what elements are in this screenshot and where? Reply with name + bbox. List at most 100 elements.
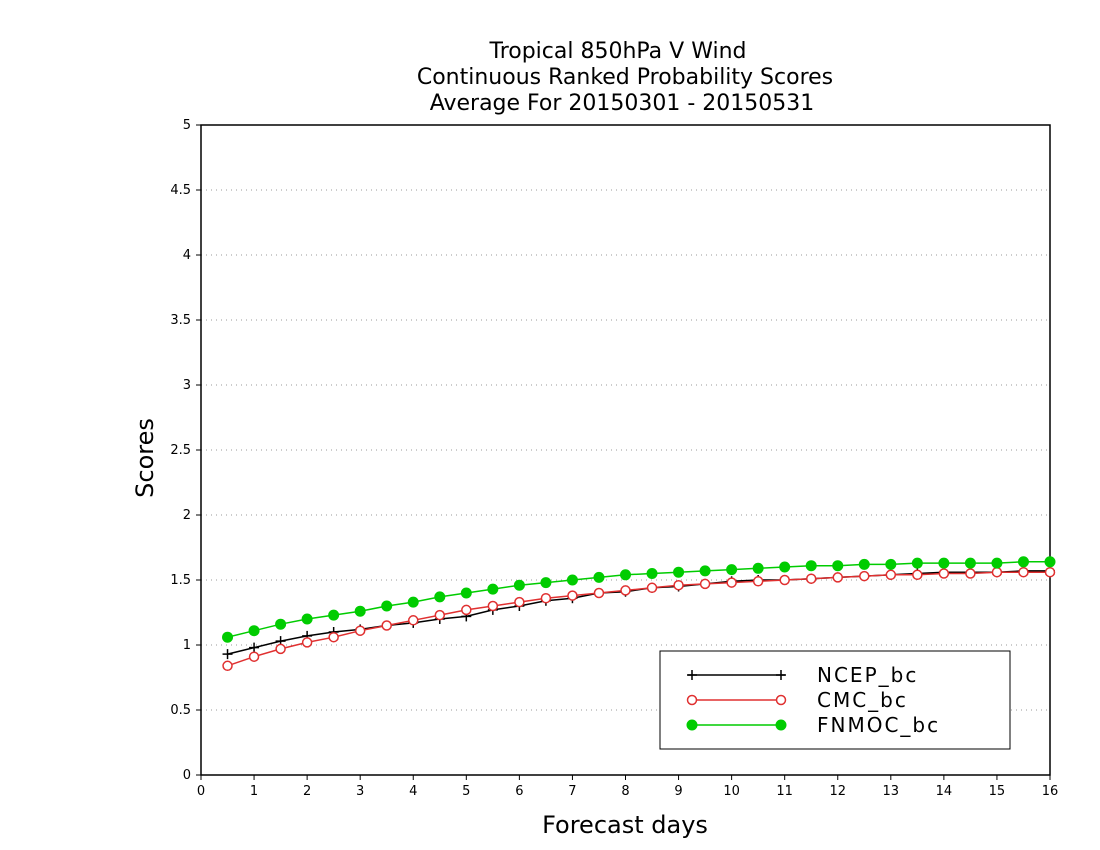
data-point-FNMOC_bc-13 (566, 574, 578, 586)
legend-marker-start-CMC_bc (686, 694, 698, 706)
data-point-FNMOC_bc-12 (540, 577, 552, 589)
data-point-CMC_bc-19 (726, 577, 737, 588)
data-point-CMC_bc-25 (885, 569, 897, 581)
legend-entry-FNMOC_bc: FNMOC_bc (686, 713, 940, 737)
y-tick-label-2: 1 (183, 638, 191, 653)
y-tick-label-1: 0.5 (170, 703, 191, 718)
x-tick-label-16: 16 (1042, 784, 1059, 799)
data-point-FNMOC_bc-28 (964, 557, 976, 569)
y-tick-label-3: 1.5 (170, 573, 191, 588)
x-tick-label-5: 5 (462, 784, 470, 799)
data-point-FNMOC_bc-20 (752, 562, 764, 574)
data-point-NCEP_bc-1 (249, 642, 260, 653)
data-point-FNMOC_bc-6 (381, 600, 393, 612)
x-tick-label-8: 8 (621, 784, 629, 799)
y-tick-label-8: 4 (183, 248, 191, 263)
x-tick-label-7: 7 (568, 784, 576, 799)
data-point-CMC_bc-23 (832, 572, 843, 583)
data-point-CMC_bc-24 (859, 570, 870, 582)
x-tick-label-13: 13 (883, 784, 900, 799)
chart-title-line-1: Tropical 850hPa V Wind (488, 39, 746, 64)
data-point-FNMOC_bc-9 (460, 587, 472, 599)
x-tick-label-1: 1 (250, 784, 258, 799)
y-tick-label-7: 3.5 (170, 313, 191, 328)
x-tick-label-3: 3 (356, 784, 364, 799)
data-point-CMC_bc-0 (222, 660, 233, 672)
legend-marker-end-NCEP_bc (776, 670, 786, 680)
x-tick-label-12: 12 (829, 784, 846, 799)
x-tick-label-2: 2 (303, 784, 311, 799)
data-point-FNMOC_bc-29 (991, 557, 1003, 569)
data-point-CMC_bc-15 (620, 585, 631, 596)
data-point-FNMOC_bc-7 (407, 596, 419, 608)
data-point-CMC_bc-26 (912, 569, 923, 581)
data-point-FNMOC_bc-2 (275, 618, 287, 630)
data-point-CMC_bc-14 (593, 587, 605, 599)
x-axis-label: Forecast days (542, 811, 708, 839)
axis-ticks: 00.511.522.533.544.550 1 2 3 4 5 6 7 8 9 10 11 12 13 1… (170, 118, 1058, 799)
legend-label-FNMOC_bc: FNMOC_bc (817, 713, 940, 737)
series-CMC_bc (222, 566, 1056, 672)
data-point-CMC_bc-17 (673, 579, 684, 591)
x-tick-label-10: 10 (723, 784, 740, 799)
data-point-CMC_bc-10 (487, 600, 499, 612)
data-point-FNMOC_bc-11 (513, 579, 525, 591)
data-point-CMC_bc-30 (1018, 566, 1029, 578)
data-point-NCEP_bc-0 (222, 649, 233, 660)
data-point-CMC_bc-11 (514, 596, 525, 608)
data-point-FNMOC_bc-8 (434, 591, 446, 603)
data-point-FNMOC_bc-15 (620, 569, 631, 581)
data-point-CMC_bc-3 (301, 637, 313, 648)
data-point-FNMOC_bc-30 (1017, 556, 1029, 568)
legend-marker-end-FNMOC_bc (775, 719, 787, 731)
data-point-FNMOC_bc-31 (1044, 556, 1056, 568)
data-point-FNMOC_bc-19 (726, 564, 738, 576)
data-point-CMC_bc-28 (965, 568, 976, 579)
legend-entry-CMC_bc: CMC_bc (686, 688, 908, 712)
data-point-CMC_bc-6 (381, 620, 392, 631)
y-tick-label-0: 0 (183, 768, 191, 783)
data-point-FNMOC_bc-23 (832, 560, 844, 572)
data-point-CMC_bc-20 (752, 576, 764, 587)
data-point-FNMOC_bc-18 (699, 565, 711, 577)
data-point-CMC_bc-2 (275, 643, 286, 655)
chart-title-line-3: Average For 20150301 - 20150531 (430, 91, 815, 116)
series-group (222, 556, 1056, 672)
data-point-FNMOC_bc-0 (222, 631, 234, 643)
data-point-FNMOC_bc-27 (938, 557, 950, 569)
legend-label-CMC_bc: CMC_bc (817, 688, 908, 712)
data-point-FNMOC_bc-5 (354, 605, 366, 617)
y-tick-label-6: 3 (183, 378, 191, 393)
data-point-FNMOC_bc-14 (593, 571, 605, 583)
data-point-FNMOC_bc-25 (885, 558, 897, 570)
x-tick-label-15: 15 (989, 784, 1006, 799)
y-tick-label-5: 2.5 (170, 443, 191, 458)
x-tick-label-6: 6 (515, 784, 523, 799)
x-tick-label-9: 9 (674, 784, 682, 799)
data-point-CMC_bc-9 (461, 604, 472, 616)
data-point-FNMOC_bc-26 (911, 557, 923, 569)
y-axis-label: Scores (131, 418, 159, 498)
x-tick-label-4: 4 (409, 784, 417, 799)
data-point-CMC_bc-31 (1044, 566, 1056, 578)
data-point-FNMOC_bc-10 (487, 583, 499, 595)
data-point-FNMOC_bc-3 (301, 613, 313, 625)
data-point-FNMOC_bc-24 (858, 558, 870, 570)
gridlines (201, 189, 1050, 711)
data-point-CMC_bc-29 (991, 566, 1003, 578)
x-tick-label-14: 14 (936, 784, 953, 799)
data-point-CMC_bc-5 (354, 625, 366, 636)
legend-marker-end-CMC_bc (775, 694, 787, 706)
data-point-CMC_bc-18 (699, 578, 711, 590)
y-tick-label-9: 4.5 (170, 183, 191, 198)
data-point-FNMOC_bc-21 (779, 561, 791, 573)
data-point-CMC_bc-1 (248, 651, 260, 662)
y-tick-label-10: 5 (183, 118, 191, 133)
y-tick-label-4: 2 (183, 508, 191, 523)
data-point-FNMOC_bc-1 (248, 625, 260, 637)
data-point-CMC_bc-4 (328, 631, 339, 643)
data-point-CMC_bc-13 (567, 590, 578, 601)
data-point-FNMOC_bc-22 (805, 560, 817, 572)
